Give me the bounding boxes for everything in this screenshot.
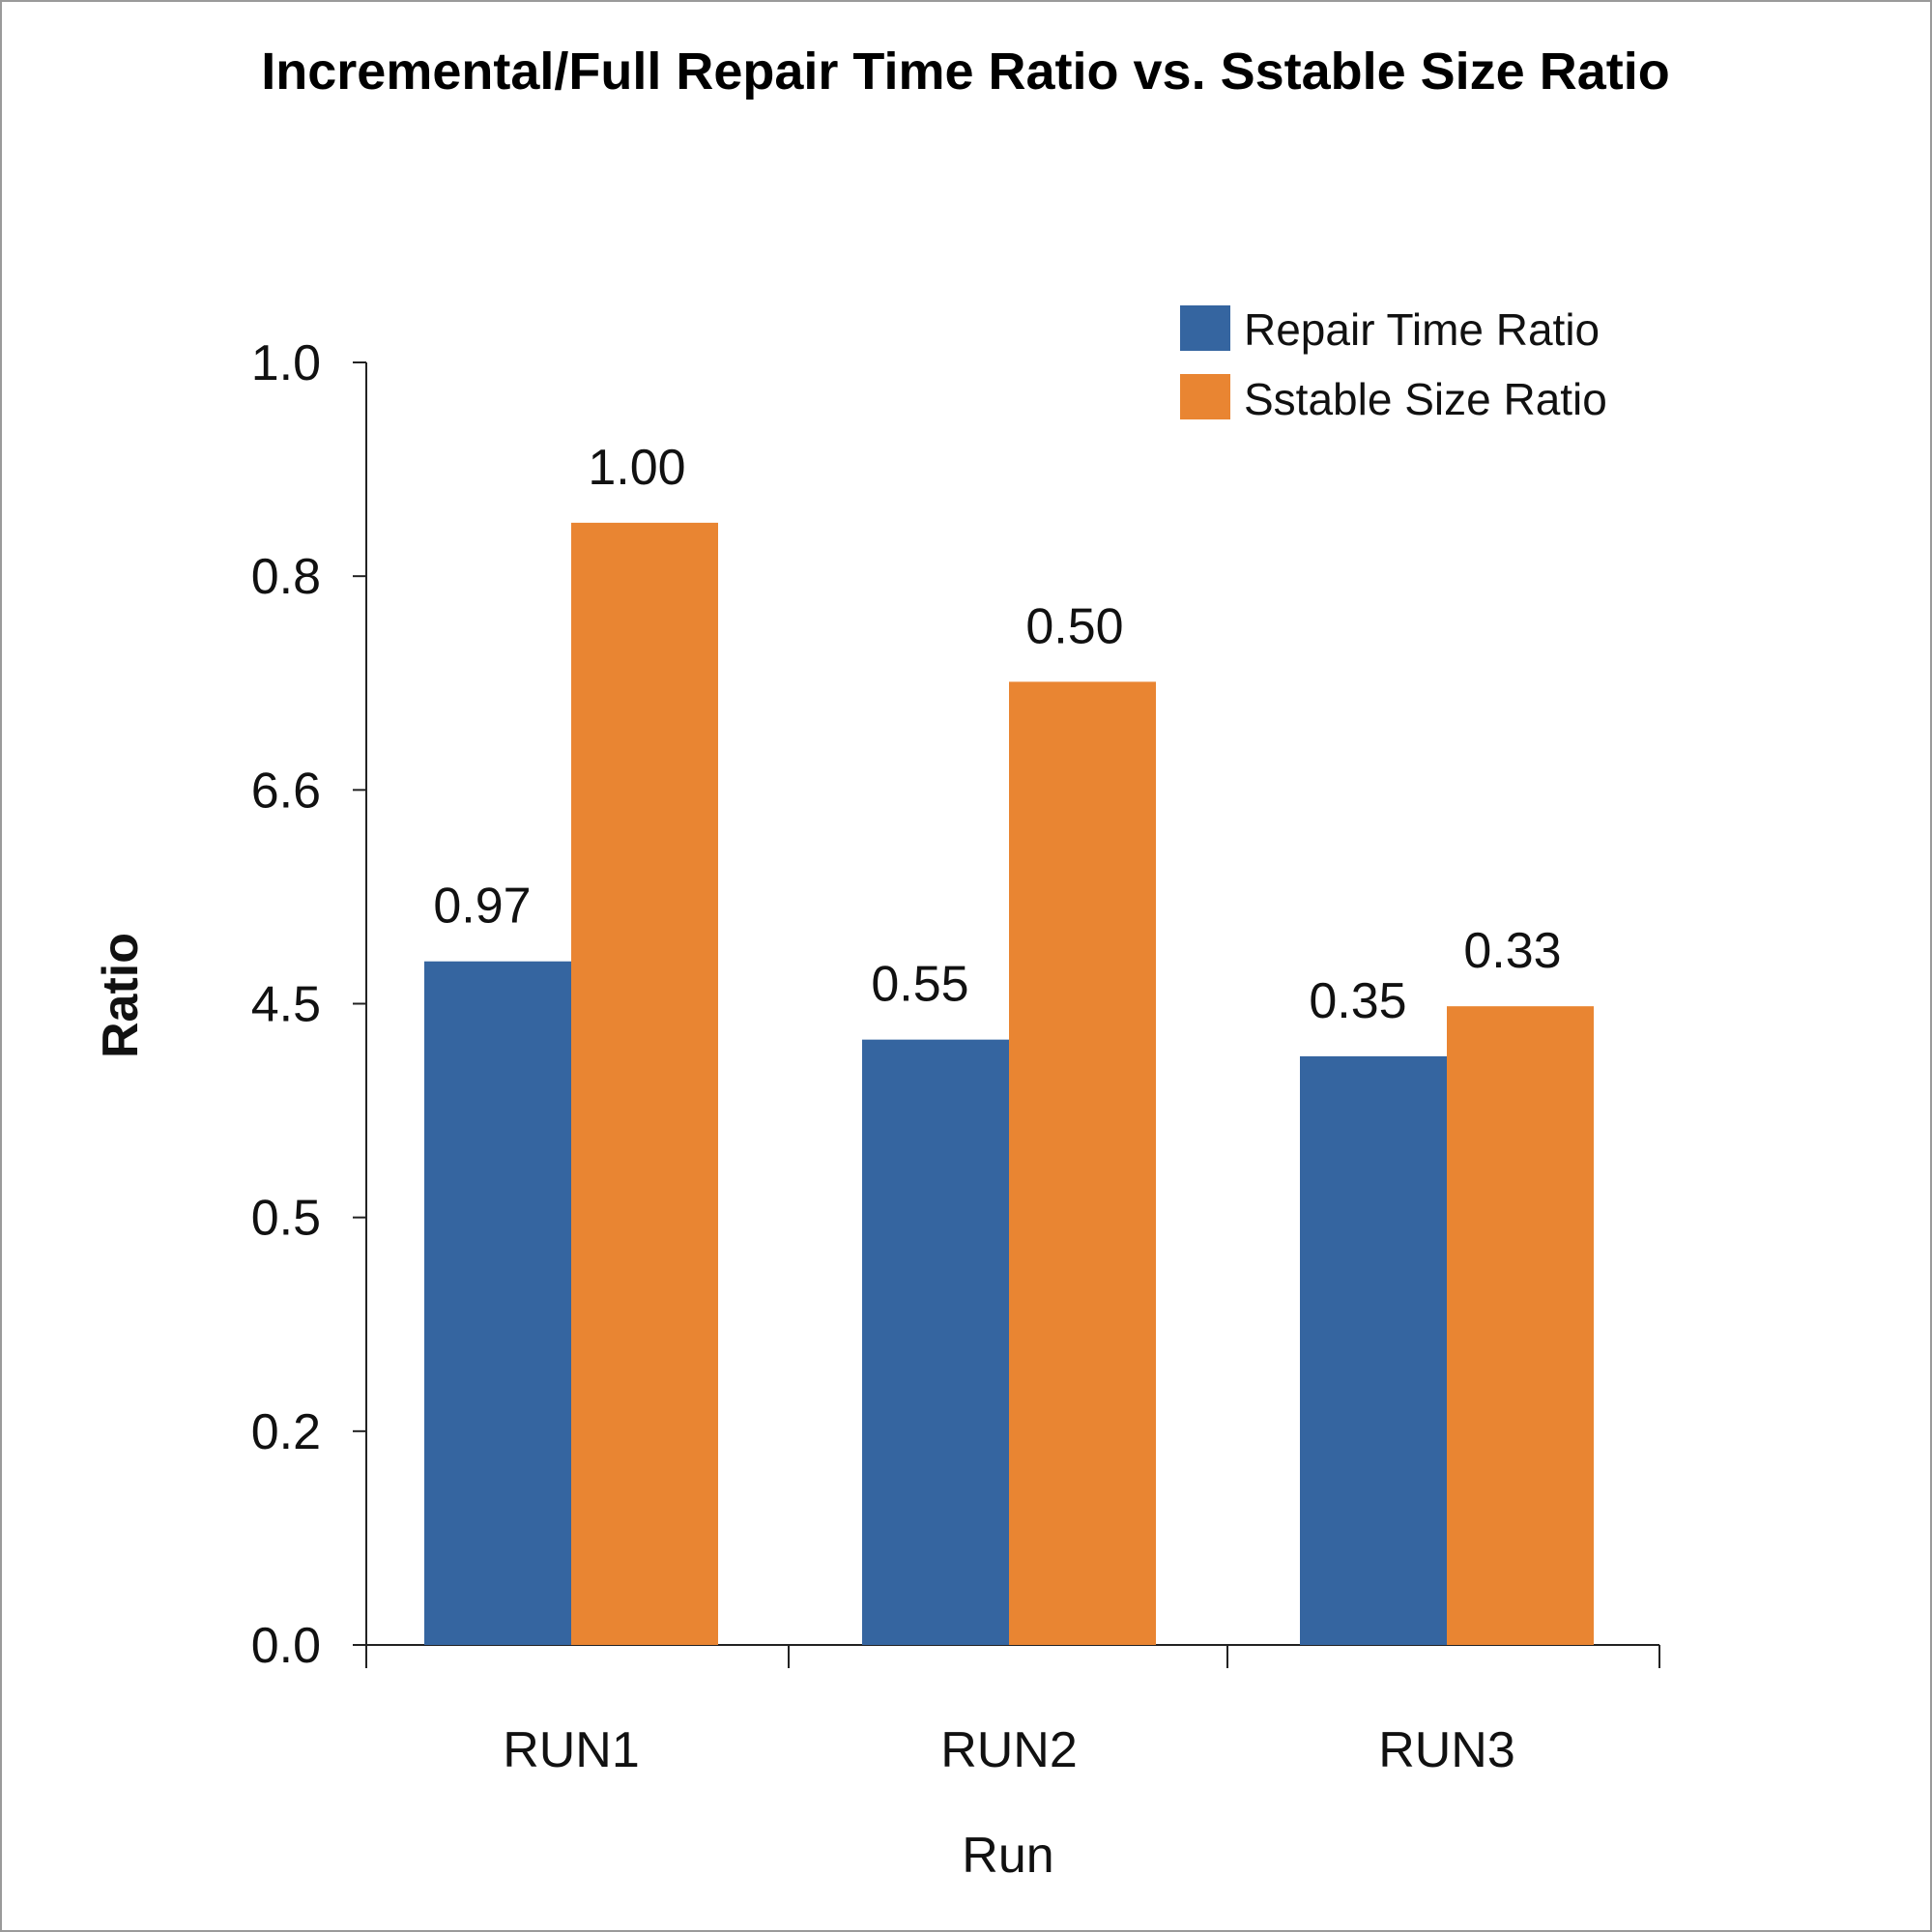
y-tick-label: 6.6: [251, 763, 321, 819]
bar-run3-series1: [1300, 1055, 1447, 1645]
y-tick-label: 0.2: [251, 1404, 321, 1460]
bar-run2-series2: [1009, 681, 1156, 1645]
legend-swatch-repair-time: [1180, 305, 1230, 351]
x-tick-label: RUN2: [940, 1722, 1078, 1778]
legend-swatch-sstable-size: [1180, 374, 1230, 419]
bar-run3-series2: [1447, 1006, 1594, 1645]
y-tick-label: 0.0: [251, 1618, 321, 1674]
x-tick-label: RUN3: [1378, 1722, 1515, 1778]
legend-label-sstable-size: Sstable Size Ratio: [1244, 374, 1607, 424]
data-label: 0.97: [433, 879, 531, 935]
y-tick-label: 0.5: [251, 1191, 321, 1247]
legend-label-repair-time: Repair Time Ratio: [1244, 304, 1600, 355]
bar-run1-series1: [424, 961, 571, 1645]
data-label: 1.00: [588, 440, 685, 496]
chart-title: Incremental/Full Repair Time Ratio vs. S…: [261, 43, 1669, 101]
y-tick-label: 4.5: [251, 977, 321, 1033]
data-label: 0.33: [1463, 923, 1561, 979]
x-tick-label: RUN1: [503, 1722, 640, 1778]
bar-run1-series2: [571, 522, 718, 1645]
y-axis-label: Ratio: [93, 933, 149, 1058]
y-tick-label: 0.8: [251, 549, 321, 605]
y-tick-label: 1.0: [251, 335, 321, 391]
data-label: 0.35: [1309, 973, 1406, 1029]
legend: Repair Time Ratio Sstable Size Ratio: [1180, 304, 1607, 424]
x-axis-label: Run: [962, 1828, 1053, 1884]
data-label: 0.55: [871, 957, 968, 1013]
bar-run2-series1: [862, 1039, 1009, 1645]
data-label: 0.50: [1025, 598, 1123, 654]
